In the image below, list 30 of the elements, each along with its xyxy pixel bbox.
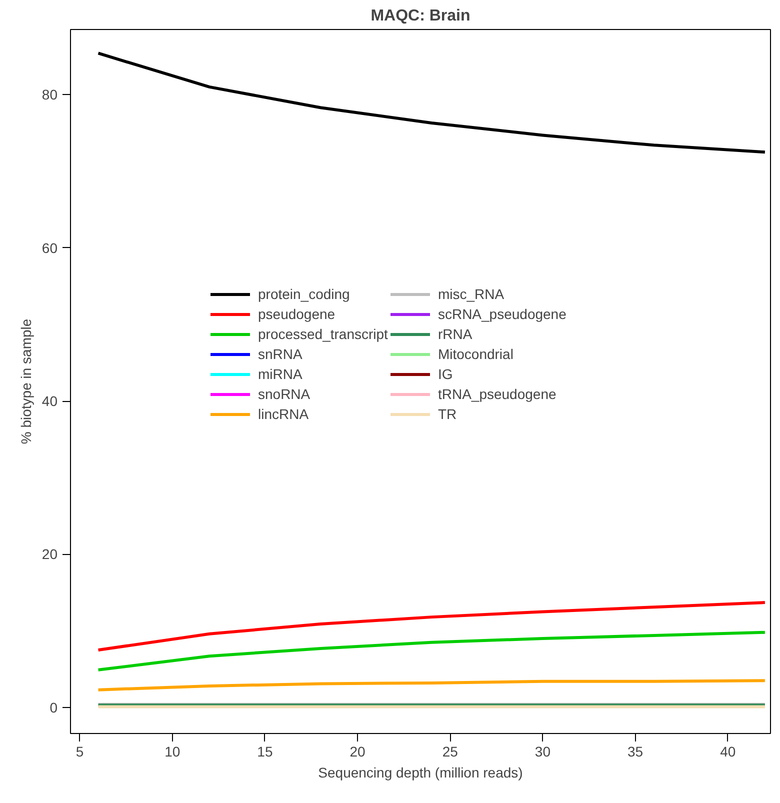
legend-label: processed_transcript: [258, 325, 388, 343]
legend-label: misc_RNA: [438, 285, 504, 303]
legend-label: protein_coding: [258, 285, 350, 303]
x-tick-label: 30: [534, 744, 551, 760]
y-tick-label: 60: [42, 240, 58, 256]
legend-label: tRNA_pseudogene: [438, 385, 556, 403]
x-tick-label: 40: [720, 744, 736, 760]
y-tick-label: 0: [50, 699, 58, 716]
legend-label: miRNA: [258, 365, 302, 383]
legend-label: snoRNA: [258, 385, 310, 403]
legend-label: snRNA: [258, 345, 302, 363]
legend-label: lincRNA: [258, 405, 309, 423]
legend-label: TR: [438, 405, 458, 423]
y-tick-label: 80: [42, 86, 58, 103]
y-tick-label: 20: [42, 546, 58, 562]
chart-title: MAQC: Brain: [370, 8, 470, 24]
x-tick-label: 35: [628, 744, 644, 760]
x-tick-label: 20: [350, 744, 366, 760]
y-tick-label: 40: [42, 393, 58, 410]
x-tick-label: 25: [442, 744, 458, 760]
legend-label: scRNA_pseudogene: [438, 305, 566, 323]
x-tick-label: 15: [257, 744, 273, 760]
legend-label: rRNA: [438, 325, 472, 343]
x-tick-label: 5: [76, 744, 84, 760]
legend-label: IG: [438, 365, 454, 383]
x-tick-label: 10: [164, 744, 180, 760]
x-axis-title: Sequencing depth (million reads): [318, 764, 523, 780]
legend-label: Mitocondrial: [438, 345, 514, 363]
legend-label: pseudogene: [258, 305, 336, 323]
y-axis-title: % biotype in sample: [18, 318, 34, 444]
